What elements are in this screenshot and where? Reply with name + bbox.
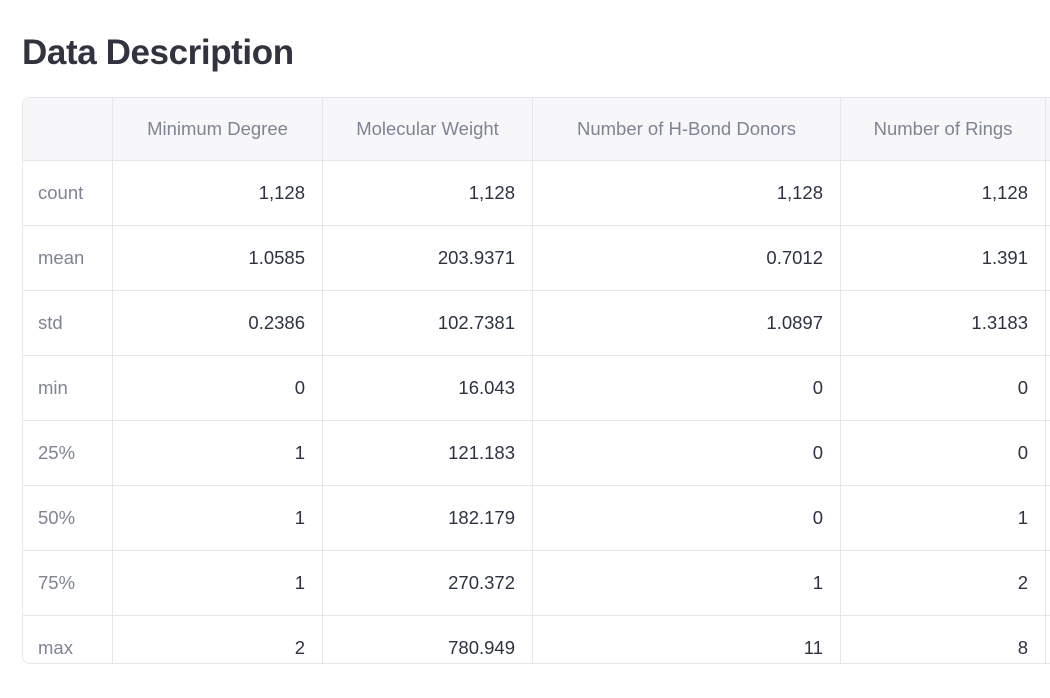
- row-label[interactable]: 25%: [23, 421, 113, 486]
- cell-value[interactable]: 203.9371: [323, 226, 533, 291]
- data-description-table: Minimum Degree Molecular Weight Number of …: [23, 98, 1050, 663]
- clipped-cell: [1046, 421, 1050, 486]
- clipped-cell: [1046, 616, 1050, 663]
- row-label[interactable]: mean: [23, 226, 113, 291]
- clipped-cell: [1046, 356, 1050, 421]
- cell-value[interactable]: 0: [113, 356, 323, 421]
- page-title: Data Description: [22, 33, 294, 73]
- cell-value[interactable]: 1: [113, 551, 323, 616]
- column-header[interactable]: Minimum Degree: [113, 98, 323, 161]
- cell-value[interactable]: 1.3183: [841, 291, 1046, 356]
- header-row: Minimum Degree Molecular Weight Number of …: [23, 98, 1050, 161]
- cell-value[interactable]: 1.0897: [533, 291, 841, 356]
- cell-value[interactable]: 1: [113, 486, 323, 551]
- cell-value[interactable]: 0.7012: [533, 226, 841, 291]
- cell-value[interactable]: 0: [533, 486, 841, 551]
- row-label[interactable]: min: [23, 356, 113, 421]
- cell-value[interactable]: 780.949: [323, 616, 533, 663]
- dataframe-container: Minimum Degree Molecular Weight Number of …: [22, 97, 1050, 664]
- row-label[interactable]: 50%: [23, 486, 113, 551]
- cell-value[interactable]: 0.2386: [113, 291, 323, 356]
- cell-value[interactable]: 0: [841, 421, 1046, 486]
- cell-value[interactable]: 0: [841, 356, 1046, 421]
- cell-value[interactable]: 1,128: [841, 161, 1046, 226]
- cell-value[interactable]: 102.7381: [323, 291, 533, 356]
- cell-value[interactable]: 2: [113, 616, 323, 663]
- table-row: std 0.2386 102.7381 1.0897 1.3183: [23, 291, 1050, 356]
- index-column-header: [23, 98, 113, 161]
- cell-value[interactable]: 1,128: [113, 161, 323, 226]
- table-row: 50% 1 182.179 0 1: [23, 486, 1050, 551]
- table-row: mean 1.0585 203.9371 0.7012 1.391: [23, 226, 1050, 291]
- cell-value[interactable]: 270.372: [323, 551, 533, 616]
- clipped-cell: [1046, 161, 1050, 226]
- cell-value[interactable]: 1,128: [323, 161, 533, 226]
- clipped-cell: [1046, 291, 1050, 356]
- cell-value[interactable]: 2: [841, 551, 1046, 616]
- cell-value[interactable]: 1: [533, 551, 841, 616]
- table-row: count 1,128 1,128 1,128 1,128: [23, 161, 1050, 226]
- cell-value[interactable]: 1.0585: [113, 226, 323, 291]
- row-label[interactable]: max: [23, 616, 113, 663]
- table-row: max 2 780.949 11 8: [23, 616, 1050, 663]
- cell-value[interactable]: 1: [113, 421, 323, 486]
- row-label[interactable]: count: [23, 161, 113, 226]
- cell-value[interactable]: 0: [533, 356, 841, 421]
- cell-value[interactable]: 121.183: [323, 421, 533, 486]
- column-header[interactable]: Number of Rings: [841, 98, 1046, 161]
- column-header[interactable]: Number of H-Bond Donors: [533, 98, 841, 161]
- cell-value[interactable]: 8: [841, 616, 1046, 663]
- clipped-cell: [1046, 551, 1050, 616]
- cell-value[interactable]: 182.179: [323, 486, 533, 551]
- cell-value[interactable]: 1: [841, 486, 1046, 551]
- cell-value[interactable]: 0: [533, 421, 841, 486]
- row-label[interactable]: std: [23, 291, 113, 356]
- table-row: min 0 16.043 0 0: [23, 356, 1050, 421]
- row-label[interactable]: 75%: [23, 551, 113, 616]
- table-row: 75% 1 270.372 1 2: [23, 551, 1050, 616]
- clipped-column-header: [1046, 98, 1050, 161]
- cell-value[interactable]: 11: [533, 616, 841, 663]
- cell-value[interactable]: 16.043: [323, 356, 533, 421]
- clipped-cell: [1046, 226, 1050, 291]
- table-row: 25% 1 121.183 0 0: [23, 421, 1050, 486]
- clipped-cell: [1046, 486, 1050, 551]
- cell-value[interactable]: 1.391: [841, 226, 1046, 291]
- cell-value[interactable]: 1,128: [533, 161, 841, 226]
- table-body: count 1,128 1,128 1,128 1,128 mean 1.0585 203.9…: [23, 161, 1050, 663]
- column-header[interactable]: Molecular Weight: [323, 98, 533, 161]
